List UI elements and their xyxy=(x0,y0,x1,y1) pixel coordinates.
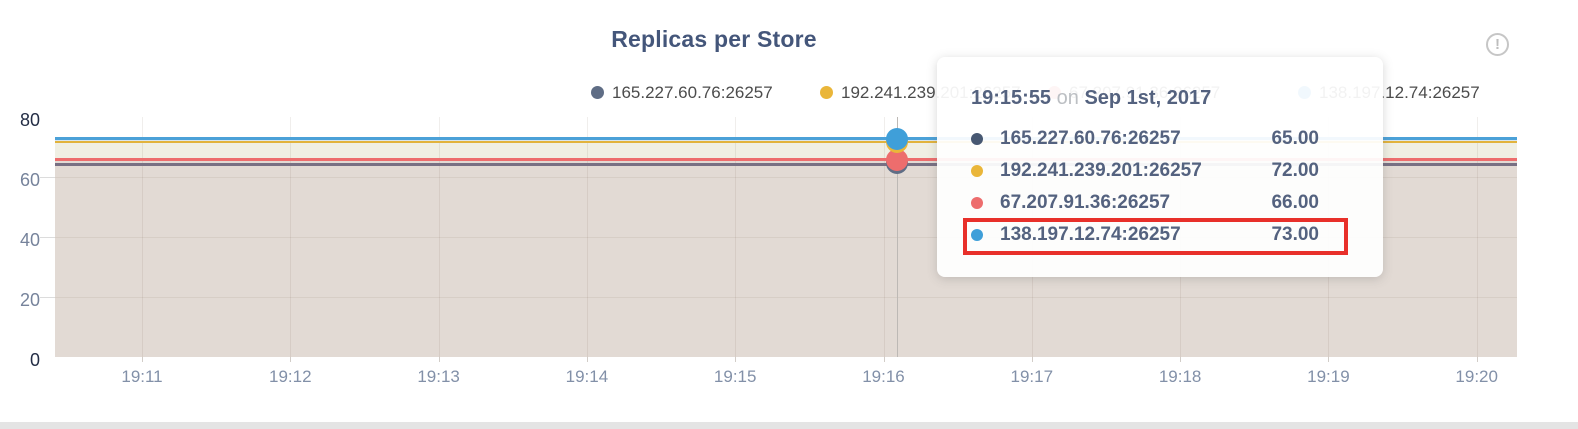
y-axis-label: 60 xyxy=(19,170,40,190)
x-tick-mark xyxy=(1476,357,1478,362)
x-axis-label: 19:11 xyxy=(121,367,163,386)
x-axis-label: 19:13 xyxy=(417,367,460,386)
x-tick-mark xyxy=(1031,357,1033,362)
bottom-divider xyxy=(0,422,1578,429)
exclamation-circle-icon[interactable]: ! xyxy=(1486,33,1509,56)
series-line-yellow xyxy=(55,140,1517,143)
vertical-gridline xyxy=(1476,117,1478,357)
horizontal-gridline xyxy=(55,177,1517,178)
legend-series-dot-icon xyxy=(591,86,604,99)
y-axis-label: 0 xyxy=(29,350,40,370)
tooltip-row: 67.207.91.36:26257 66.00 xyxy=(971,187,1349,219)
tooltip-series-value: 66.00 xyxy=(1271,192,1319,213)
tooltip-series-value: 72.00 xyxy=(1271,160,1319,181)
series-line-navy xyxy=(55,163,1517,166)
x-axis-label: 19:15 xyxy=(713,367,757,386)
x-axis-label: 19:19 xyxy=(1307,367,1350,386)
tooltip-series-label: 165.227.60.76:26257 xyxy=(1000,128,1181,149)
horizontal-gridline xyxy=(55,297,1517,298)
tooltip-series-dot-icon xyxy=(971,165,983,177)
x-tick-mark xyxy=(735,357,737,362)
x-tick-mark xyxy=(1180,357,1182,362)
tooltip-row: 192.241.239.201:26257 72.00 xyxy=(971,155,1349,187)
tooltip-header: 19:15:55 on Sep 1st, 2017 xyxy=(971,87,1349,111)
tooltip-rows: 165.227.60.76:26257 65.00 192.241.239.201:… xyxy=(971,123,1349,251)
tooltip-series-label: 67.207.91.36:26257 xyxy=(1000,192,1171,213)
y-axis-label: 20 xyxy=(19,290,40,310)
x-axis-label: 19:14 xyxy=(565,367,609,386)
hover-guideline xyxy=(897,117,898,357)
tooltip-series-dot-icon xyxy=(971,133,983,145)
hover-point-marker xyxy=(886,128,908,150)
tooltip-series-value: 73.00 xyxy=(1271,224,1319,245)
y-tick-mark xyxy=(40,237,55,238)
legend-series-dot-icon xyxy=(820,86,833,99)
chart-title: Replicas per Store xyxy=(611,26,817,52)
x-axis-label: 19:20 xyxy=(1455,367,1498,386)
x-tick-mark xyxy=(142,357,143,362)
y-axis-label: 40 xyxy=(19,230,40,250)
y-axis-label: 80 xyxy=(19,110,40,130)
tooltip-row: 165.227.60.76:26257 65.00 xyxy=(971,123,1349,155)
x-axis-label: 19:18 xyxy=(1158,367,1202,386)
y-tick-mark xyxy=(40,297,55,298)
vertical-gridline xyxy=(142,117,143,357)
vertical-gridline xyxy=(883,117,885,357)
x-axis-label: 19:12 xyxy=(269,367,312,386)
vertical-gridline xyxy=(438,117,440,357)
vertical-gridline xyxy=(735,117,737,357)
x-axis-label: 19:17 xyxy=(1010,367,1054,386)
tooltip-series-dot-icon xyxy=(971,229,983,241)
tooltip-series-label: 192.241.239.201:26257 xyxy=(1000,160,1202,181)
tooltip-date: Sep 1st, 2017 xyxy=(1084,87,1212,109)
tooltip-conjunction: on xyxy=(1056,87,1079,109)
tooltip-series-label: 138.197.12.74:26257 xyxy=(1000,224,1181,245)
highlight-annotation-box xyxy=(963,218,1348,255)
series-line-blue xyxy=(55,137,1517,140)
tooltip-row: 138.197.12.74:26257 73.00 xyxy=(971,219,1349,251)
series-line-red xyxy=(55,158,1517,161)
x-tick-mark xyxy=(883,357,885,362)
horizontal-gridline xyxy=(55,237,1517,238)
vertical-gridline xyxy=(586,117,588,357)
x-tick-mark xyxy=(586,357,588,362)
hover-point-marker xyxy=(886,149,908,171)
x-tick-mark xyxy=(438,357,440,362)
tooltip-series-dot-icon xyxy=(971,197,983,209)
legend-item[interactable]: 165.227.60.76:26257 xyxy=(591,82,773,102)
line-gap xyxy=(55,140,1517,141)
x-tick-mark xyxy=(290,357,292,362)
tooltip-time: 19:15:55 xyxy=(971,87,1052,109)
x-tick-mark xyxy=(1328,357,1330,362)
legend-item-label: 165.227.60.76:26257 xyxy=(612,82,773,102)
x-axis-label: 19:16 xyxy=(862,367,905,386)
vertical-gridline xyxy=(290,117,292,357)
tooltip-series-value: 65.00 xyxy=(1271,128,1319,149)
y-tick-mark xyxy=(40,177,55,178)
hover-tooltip: 19:15:55 on Sep 1st, 2017 165.227.60.76:… xyxy=(937,57,1383,277)
